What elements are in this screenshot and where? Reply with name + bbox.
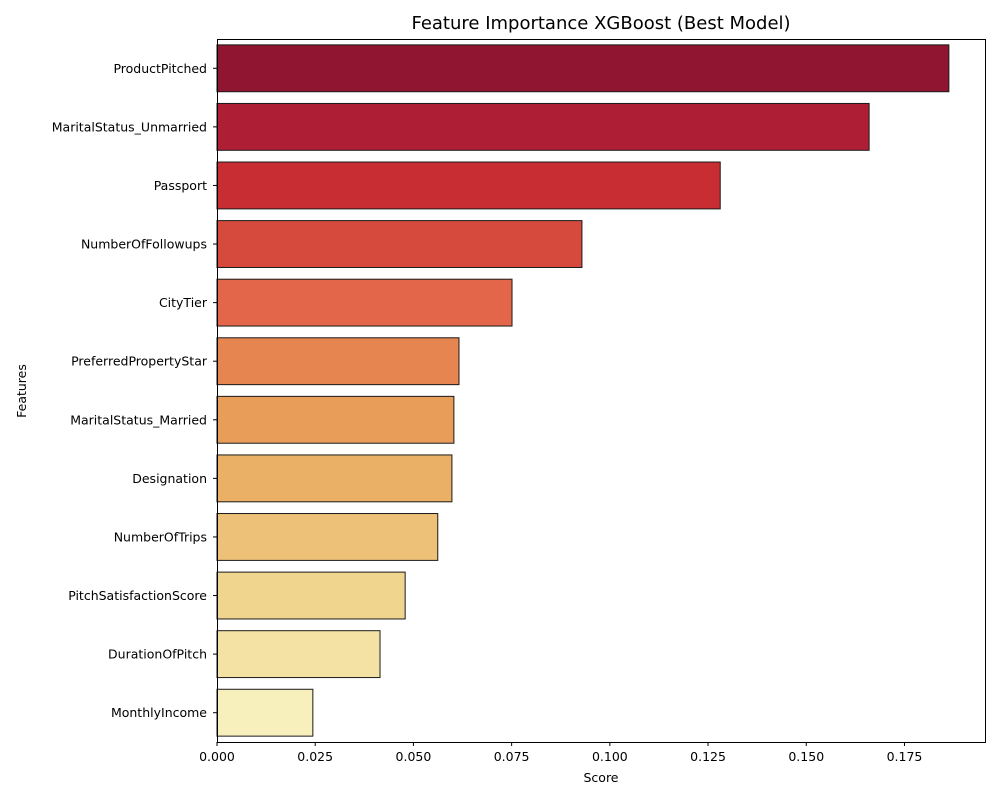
- bar-CityTier: [216, 278, 513, 327]
- bar-MaritalStatus_Married: [216, 395, 455, 444]
- y-tick-label: MaritalStatus_Unmarried: [52, 119, 207, 134]
- bar-Designation: [216, 454, 453, 503]
- y-tick-label: NumberOfFollowups: [81, 237, 207, 252]
- bar-PreferredPropertyStar: [216, 337, 460, 386]
- x-tick-label: 0.125: [690, 749, 726, 764]
- plot-frame: [217, 39, 986, 743]
- y-tick-label: DurationOfPitch: [108, 647, 207, 662]
- y-tick-label: Passport: [154, 178, 207, 193]
- x-tick-label: 0.075: [494, 749, 530, 764]
- bar-Passport: [216, 161, 721, 210]
- y-tick-label: Designation: [132, 471, 207, 486]
- chart-title: Feature Importance XGBoost (Best Model): [411, 13, 790, 34]
- bars-group: [216, 44, 950, 737]
- bar-NumberOfFollowups: [216, 220, 583, 268]
- bar-PitchSatisfactionScore: [216, 571, 406, 620]
- bar-DurationOfPitch: [216, 630, 381, 679]
- bar-MaritalStatus_Unmarried: [216, 102, 870, 151]
- bar-MonthlyIncome: [216, 688, 314, 737]
- y-tick-label: MonthlyIncome: [111, 705, 207, 720]
- y-tick-label: MaritalStatus_Married: [70, 412, 207, 427]
- x-axis-label: Score: [583, 770, 618, 785]
- y-axis-label: Features: [14, 364, 29, 418]
- x-tick-label: 0.050: [396, 749, 432, 764]
- y-tick-label: NumberOfTrips: [114, 529, 207, 544]
- y-tick-label: CityTier: [159, 295, 208, 310]
- y-tick-label: ProductPitched: [113, 61, 207, 76]
- x-axis-ticks: 0.000 0.025 0.050 0.075 0.100 0.125 0.150 0.175: [199, 742, 922, 764]
- x-tick-label: 0.100: [592, 749, 628, 764]
- bar-ProductPitched: [216, 44, 950, 93]
- x-tick-label: 0.025: [297, 749, 333, 764]
- y-axis-ticks: ProductPitched MaritalStatus_Unmarried Pas…: [52, 61, 217, 720]
- bar-NumberOfTrips: [216, 513, 439, 561]
- x-tick-label: 0.150: [788, 749, 824, 764]
- y-tick-label: PitchSatisfactionScore: [68, 588, 207, 603]
- x-tick-label: 0.175: [887, 749, 923, 764]
- x-tick-label: 0.000: [199, 749, 235, 764]
- y-tick-label: PreferredPropertyStar: [71, 354, 208, 369]
